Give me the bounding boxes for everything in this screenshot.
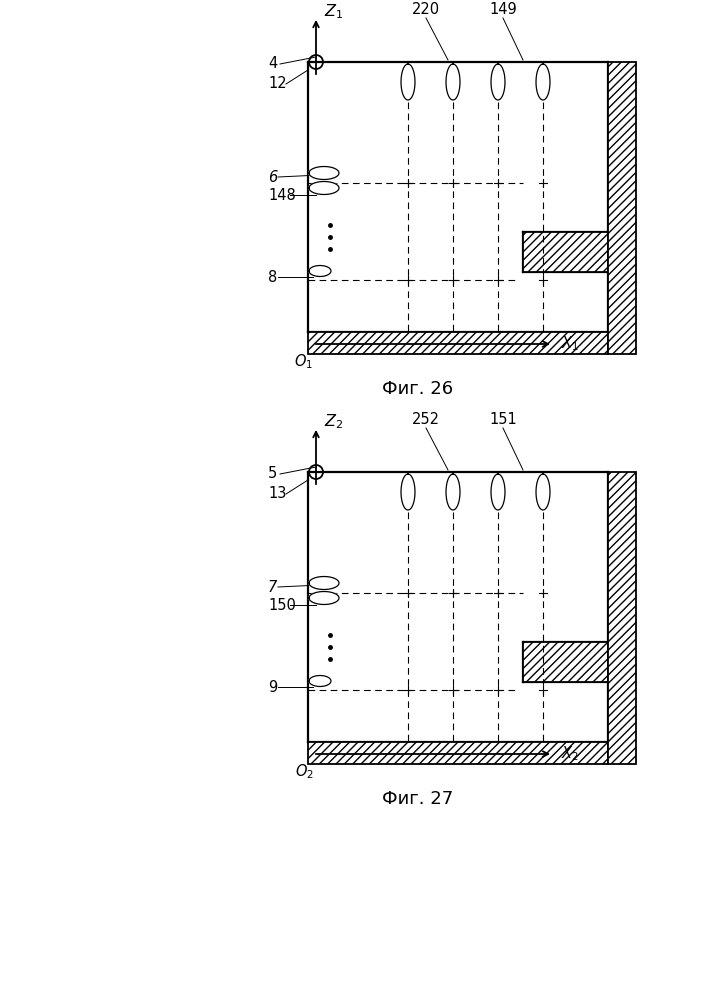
Polygon shape (309, 592, 339, 604)
Text: 220: 220 (412, 2, 440, 17)
Text: Фиг. 27: Фиг. 27 (382, 790, 454, 808)
Polygon shape (446, 474, 460, 510)
Polygon shape (491, 474, 505, 510)
Text: $X_2$: $X_2$ (561, 745, 579, 763)
Polygon shape (309, 167, 339, 179)
Polygon shape (309, 266, 331, 276)
Polygon shape (446, 64, 460, 100)
Bar (608, 62, 636, 354)
Bar (308, 332, 608, 354)
Polygon shape (491, 64, 505, 100)
Bar (523, 642, 608, 682)
Text: 7: 7 (268, 580, 277, 594)
Text: 4: 4 (268, 56, 277, 72)
Text: 6: 6 (268, 169, 277, 184)
Polygon shape (401, 474, 415, 510)
Text: 149: 149 (489, 2, 517, 17)
Polygon shape (401, 64, 415, 100)
Polygon shape (536, 474, 550, 510)
Bar (608, 472, 636, 764)
Text: $X_1$: $X_1$ (561, 335, 579, 353)
Polygon shape (309, 676, 331, 686)
Text: 5: 5 (268, 466, 277, 482)
Polygon shape (309, 577, 339, 589)
Text: $O_2$: $O_2$ (295, 763, 313, 781)
Text: 8: 8 (268, 269, 277, 284)
Polygon shape (309, 182, 339, 194)
Bar (308, 742, 608, 764)
Text: 150: 150 (268, 597, 296, 612)
Bar (523, 232, 608, 272)
Polygon shape (536, 64, 550, 100)
Text: 13: 13 (268, 487, 286, 502)
Text: 148: 148 (268, 188, 296, 202)
Text: 151: 151 (489, 412, 517, 428)
Text: $O_1$: $O_1$ (295, 353, 313, 371)
Text: Фиг. 26: Фиг. 26 (382, 380, 454, 398)
Text: 9: 9 (268, 680, 277, 694)
Text: $Z_2$: $Z_2$ (324, 413, 344, 431)
Text: 252: 252 (412, 412, 440, 428)
Text: $Z_1$: $Z_1$ (324, 3, 344, 21)
Text: 12: 12 (268, 77, 286, 92)
